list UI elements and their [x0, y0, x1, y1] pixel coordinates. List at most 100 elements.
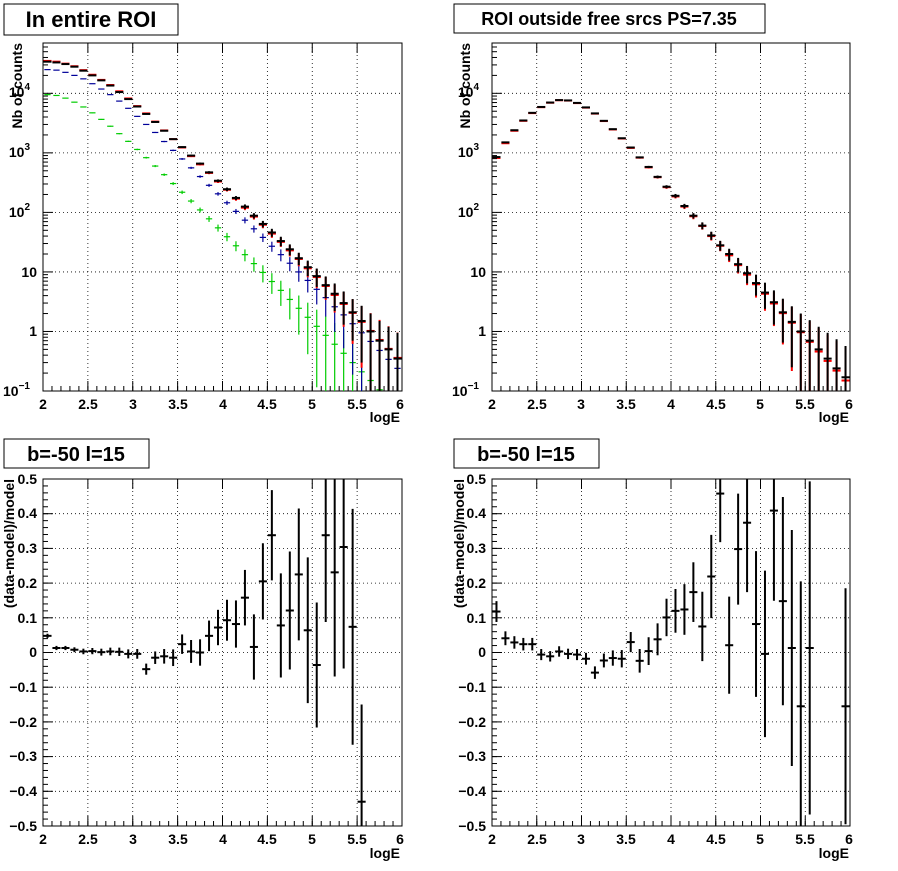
residual-point	[778, 497, 787, 706]
point-data	[832, 339, 841, 391]
ytick-label: 103	[458, 142, 480, 160]
point-model_blue	[286, 257, 293, 272]
residual-point	[510, 636, 519, 649]
point-model_green	[259, 265, 267, 283]
residual-point	[115, 647, 124, 656]
point-model_green	[107, 125, 114, 127]
residual-point	[555, 646, 564, 657]
point-model_blue	[268, 241, 276, 252]
point-data	[178, 146, 187, 149]
point-data	[357, 305, 366, 363]
ytick-label: 10	[470, 264, 486, 280]
xtick-label: 2	[488, 396, 496, 412]
residual-point	[689, 562, 698, 622]
point-data	[546, 101, 555, 104]
residual-point	[492, 601, 501, 622]
panel-top-left-ylabel: Nb of counts	[9, 43, 25, 129]
panel-top-right-ticks	[491, 42, 851, 392]
xtick-label: 6	[396, 831, 404, 847]
point-model_green	[125, 140, 132, 143]
ytick-label: 0.4	[18, 505, 38, 521]
panel-top-right-grid	[492, 43, 850, 391]
point-data	[115, 91, 124, 94]
point-model_green	[277, 280, 284, 306]
panel-top-left-ticks	[42, 42, 403, 392]
residual-point	[581, 652, 591, 665]
residual-point	[599, 653, 608, 668]
ytick-label: 10−1	[452, 381, 479, 399]
xtick-label: 6	[845, 396, 853, 412]
point-data	[303, 260, 312, 277]
residual-point	[626, 632, 635, 653]
xtick-label: 5	[308, 831, 316, 847]
residual-point	[222, 599, 232, 641]
ytick-label: −0.3	[9, 748, 37, 764]
residual-point	[716, 479, 725, 543]
point-model_blue	[152, 131, 159, 134]
residual-point	[501, 631, 510, 646]
ytick-label: 104	[9, 82, 31, 100]
point-model_green	[223, 232, 231, 242]
point-data	[366, 313, 375, 391]
point-model_green	[116, 133, 123, 135]
xtick-label: 4.5	[257, 396, 277, 412]
xtick-label: 4	[667, 831, 675, 847]
point-model_green	[286, 288, 293, 320]
point-model_green	[295, 295, 302, 335]
point-model_green	[134, 148, 141, 151]
point-data	[716, 240, 725, 251]
residual-point	[169, 649, 178, 667]
residual-point	[70, 647, 79, 653]
panel-top-right-title-box	[453, 3, 766, 34]
panel-bottom-left-title: b=-50 l=15	[27, 444, 125, 466]
ytick-label: 1	[29, 323, 37, 339]
point-model_blue	[205, 183, 213, 187]
point-data	[653, 175, 662, 179]
residual-point	[312, 602, 321, 728]
residual-point	[339, 479, 348, 669]
xtick-label: 5.5	[795, 396, 815, 412]
point-model_blue	[295, 264, 302, 282]
point-data	[330, 283, 339, 312]
residual-point	[662, 598, 671, 637]
point-model_green	[232, 241, 240, 252]
ytick-label: 0.5	[467, 471, 487, 487]
point-data	[671, 193, 680, 198]
residual-point	[707, 534, 716, 619]
point-model_green	[98, 118, 105, 120]
point-data	[339, 291, 348, 325]
panel-top-left-grid	[43, 43, 402, 391]
ytick-label: 0.3	[18, 540, 38, 556]
panel-top-right-ylabel: Nb of counts	[457, 43, 473, 129]
point-model_green	[44, 94, 51, 96]
point-data	[698, 222, 707, 230]
residual-point	[760, 570, 770, 738]
panel-top-left-xtick-labels: 2 2.5 3 3.5 4 4.5 5 5.5 6	[39, 396, 404, 412]
point-model_blue	[178, 158, 186, 160]
residual-point	[608, 650, 617, 666]
xtick-label: 3.5	[168, 396, 188, 412]
residual-point	[528, 637, 537, 651]
xtick-label: 3	[577, 831, 585, 847]
point-data	[492, 156, 501, 159]
point-model_green	[268, 273, 276, 294]
ytick-label: 10	[21, 264, 37, 280]
residual-point	[698, 591, 707, 662]
xtick-label: 5.5	[347, 396, 367, 412]
point-data	[805, 320, 814, 391]
xtick-label: 2.5	[78, 396, 98, 412]
point-model_green	[152, 165, 159, 168]
residual-point	[769, 479, 778, 601]
residual-point	[124, 649, 133, 659]
residual-point	[348, 508, 357, 745]
point-data	[519, 119, 528, 122]
point-data	[348, 299, 357, 341]
residual-point	[725, 596, 734, 694]
residual-point	[267, 490, 276, 581]
residual-point	[617, 650, 626, 668]
point-data	[285, 244, 294, 256]
xtick-label: 5	[756, 396, 764, 412]
xtick-label: 6	[845, 831, 853, 847]
point-model_green	[304, 302, 311, 355]
